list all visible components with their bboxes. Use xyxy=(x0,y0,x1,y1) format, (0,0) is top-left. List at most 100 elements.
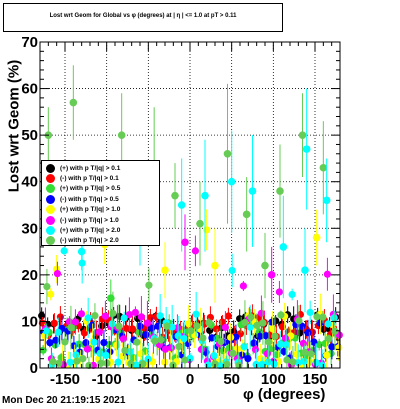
data-point xyxy=(318,361,326,370)
data-point xyxy=(181,238,189,247)
legend-marker xyxy=(46,184,55,194)
data-point xyxy=(223,149,232,158)
data-point xyxy=(90,338,98,346)
data-point xyxy=(97,359,105,367)
data-point xyxy=(283,356,291,364)
data-point xyxy=(313,313,321,321)
data-point xyxy=(300,357,308,365)
data-point xyxy=(49,358,57,366)
data-point xyxy=(197,345,206,354)
data-point xyxy=(191,247,200,255)
data-point xyxy=(82,339,90,347)
data-point xyxy=(96,349,104,358)
data-point xyxy=(139,360,147,368)
data-point xyxy=(322,196,331,205)
y-tick-label: 50 xyxy=(21,127,38,144)
data-point xyxy=(117,131,126,139)
data-point xyxy=(223,360,231,368)
data-point xyxy=(157,336,165,344)
data-point xyxy=(85,361,93,370)
x-tick-label: 150 xyxy=(302,371,327,388)
y-tick-label: 30 xyxy=(21,220,38,237)
data-point xyxy=(192,310,200,318)
data-point xyxy=(42,327,50,335)
data-point xyxy=(253,321,261,330)
x-tick-label: -150 xyxy=(50,371,80,388)
data-point xyxy=(210,352,218,360)
data-point xyxy=(331,327,339,335)
data-point xyxy=(84,314,92,322)
y-tick-label: 70 xyxy=(21,34,38,51)
data-point xyxy=(277,311,285,319)
x-tick-label: -50 xyxy=(137,371,159,388)
data-point xyxy=(203,226,211,234)
data-point xyxy=(301,266,309,275)
data-point xyxy=(250,339,258,347)
data-point xyxy=(67,324,75,332)
legend-label: (-) with p T/|q| > 2.0 xyxy=(60,237,119,245)
data-point xyxy=(258,360,266,368)
data-point xyxy=(95,328,104,336)
data-point xyxy=(199,334,207,342)
legend-label: (+) with p T/|q| > 0.5 xyxy=(60,185,121,193)
data-point xyxy=(312,359,320,367)
data-point xyxy=(276,340,284,348)
data-point xyxy=(324,320,332,328)
data-point xyxy=(235,361,243,370)
y-tick-label: 0 xyxy=(30,360,38,377)
legend-entry: (+) with p T/|q| > 2.0 xyxy=(46,225,159,236)
x-tick-label: -100 xyxy=(92,371,122,388)
data-point xyxy=(142,331,150,339)
legend-entry: (-) with p T/|q| > 2.0 xyxy=(46,236,159,246)
legend-marker xyxy=(46,226,55,236)
x-axis-label: φ (degrees) xyxy=(243,386,326,403)
data-point xyxy=(127,360,135,368)
data-point xyxy=(143,319,152,327)
legend-marker xyxy=(46,163,55,173)
data-point xyxy=(316,319,324,327)
data-point xyxy=(174,332,182,340)
data-point xyxy=(53,270,62,278)
data-point xyxy=(108,320,116,328)
legend: (+) with p T/|q| > 0.1 (-) with p T/|q| >… xyxy=(41,160,160,246)
legend-label: (+) with p T/|q| > 0.1 xyxy=(60,164,121,172)
data-point xyxy=(102,351,110,359)
data-point xyxy=(293,350,301,358)
data-point xyxy=(167,344,176,352)
data-point xyxy=(163,322,171,330)
data-point xyxy=(323,270,332,278)
data-point xyxy=(257,309,266,317)
data-point xyxy=(232,333,240,341)
data-point xyxy=(125,310,134,319)
data-point xyxy=(240,343,248,351)
data-point xyxy=(100,339,108,347)
legend-label: (+) with p T/|q| > 1.0 xyxy=(60,206,121,214)
y-tick-label: 20 xyxy=(21,267,38,284)
legend-label: (-) with p T/|q| > 1.0 xyxy=(60,216,119,224)
data-point xyxy=(302,145,311,153)
data-point xyxy=(259,319,267,327)
data-point xyxy=(299,339,308,347)
data-point xyxy=(69,98,78,107)
data-point xyxy=(282,341,290,349)
legend-label: (+) with p T/|q| > 2.0 xyxy=(60,227,121,235)
data-point xyxy=(328,343,336,351)
data-point xyxy=(229,349,237,357)
data-point xyxy=(263,350,272,358)
data-point xyxy=(66,358,74,366)
data-point xyxy=(137,313,146,321)
title-box: Lost wrt Geom for Global vs φ (degrees) … xyxy=(3,3,283,32)
y-axis-label: Lost wrt Geom (%) xyxy=(5,59,23,193)
data-point xyxy=(50,319,59,327)
legend-label: (-) with p T/|q| > 0.1 xyxy=(60,175,119,183)
data-point xyxy=(261,261,269,270)
data-point xyxy=(301,348,309,356)
data-point xyxy=(107,294,115,302)
data-point xyxy=(270,360,278,368)
legend-marker xyxy=(46,215,55,225)
data-point xyxy=(131,308,140,317)
data-point xyxy=(312,233,321,242)
data-point xyxy=(133,338,141,346)
data-point xyxy=(175,343,183,351)
legend-entry: (+) with p T/|q| > 1.0 xyxy=(46,205,159,215)
